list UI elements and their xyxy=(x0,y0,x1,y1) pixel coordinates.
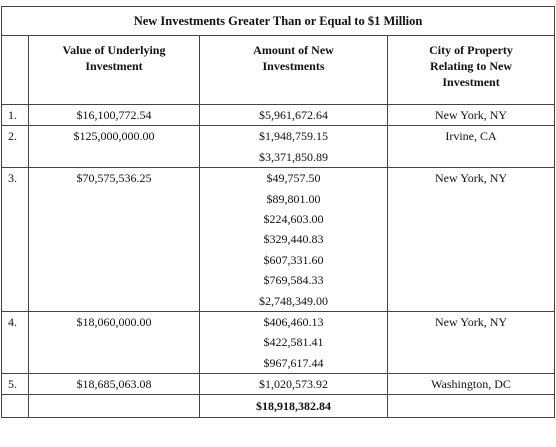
row-city: New York, NY xyxy=(386,167,556,312)
total-empty-city xyxy=(386,394,556,419)
header-row: Value of Underlying Investment Amount of… xyxy=(1,35,556,105)
row-number: 5. xyxy=(1,373,29,396)
total-amount: $18,918,382.84 xyxy=(199,394,388,419)
amount-item: $224,603.00 xyxy=(263,211,324,226)
row-amounts: $406,460.13 $422,581.41 $967,617.44 xyxy=(199,310,388,375)
total-row: $18,918,382.84 xyxy=(1,394,556,419)
header-city-line-2: Relating to New xyxy=(430,59,513,73)
amount-item: $769,584.33 xyxy=(263,273,324,288)
amount-item: $329,440.83 xyxy=(263,232,324,247)
header-value-line-1: Value of Underlying xyxy=(62,43,166,57)
row-city: New York, NY xyxy=(386,103,556,127)
table-row: 1. $16,100,772.54 $5,961,672.64 New York… xyxy=(1,103,556,127)
table-row: 5. $18,685,063.08 $1,020,573.92 Washingt… xyxy=(1,373,556,396)
row-number: 1. xyxy=(1,103,29,127)
amount-item: $406,460.13 xyxy=(263,314,324,329)
row-number: 2. xyxy=(1,125,29,169)
row-amounts: $49,757.50 $89,801.00 $224,603.00 $329,4… xyxy=(199,167,388,312)
header-amount-line-1: Amount of New xyxy=(253,43,334,57)
row-value: $125,000,000.00 xyxy=(28,125,200,169)
row-value: $70,575,536.25 xyxy=(28,167,200,312)
table-row: 3. $70,575,536.25 $49,757.50 $89,801.00 … xyxy=(1,167,556,312)
row-city: Washington, DC xyxy=(386,373,556,396)
row-number: 3. xyxy=(1,167,29,312)
amount-item: $1,020,573.92 xyxy=(259,377,328,392)
amount-item: $422,581.41 xyxy=(263,335,324,350)
table-row: 2. $125,000,000.00 $1,948,759.15 $3,371,… xyxy=(1,125,556,169)
row-number: 4. xyxy=(1,310,29,375)
amount-item: $967,617.44 xyxy=(263,355,324,370)
total-empty-number xyxy=(1,394,29,419)
row-city: Irvine, CA xyxy=(386,125,556,169)
header-city-line-3: Investment xyxy=(442,75,500,89)
amount-item: $1,948,759.15 xyxy=(259,129,328,144)
total-empty-value xyxy=(28,394,200,419)
row-city: New York, NY xyxy=(386,310,556,375)
row-value: $16,100,772.54 xyxy=(28,103,200,127)
row-value: $18,685,063.08 xyxy=(28,373,200,396)
header-amount-of-new-investments: Amount of New Investments xyxy=(199,35,388,105)
amount-item: $3,371,850.89 xyxy=(259,149,328,164)
table-row: 4. $18,060,000.00 $406,460.13 $422,581.4… xyxy=(1,310,556,375)
header-number xyxy=(1,35,29,105)
row-value: $18,060,000.00 xyxy=(28,310,200,375)
header-value-of-underlying-investment: Value of Underlying Investment xyxy=(28,35,200,105)
header-city-of-property: City of Property Relating to New Investm… xyxy=(386,35,556,105)
row-amounts: $5,961,672.64 xyxy=(199,103,388,127)
amount-item: $89,801.00 xyxy=(266,191,321,206)
header-value-line-2: Investment xyxy=(85,59,143,73)
table-title: New Investments Greater Than or Equal to… xyxy=(0,6,556,36)
amount-item: $607,331.60 xyxy=(263,252,324,267)
amount-item: $49,757.50 xyxy=(266,171,321,186)
header-amount-line-2: Investments xyxy=(262,59,325,73)
amount-item: $5,961,672.64 xyxy=(259,108,328,122)
row-amounts: $1,020,573.92 xyxy=(199,373,388,396)
investments-table: New Investments Greater Than or Equal to… xyxy=(0,6,556,419)
amount-item: $2,748,349.00 xyxy=(259,293,328,308)
row-amounts: $1,948,759.15 $3,371,850.89 xyxy=(199,125,388,169)
title-row: New Investments Greater Than or Equal to… xyxy=(0,6,556,36)
header-city-line-1: City of Property xyxy=(429,43,513,57)
